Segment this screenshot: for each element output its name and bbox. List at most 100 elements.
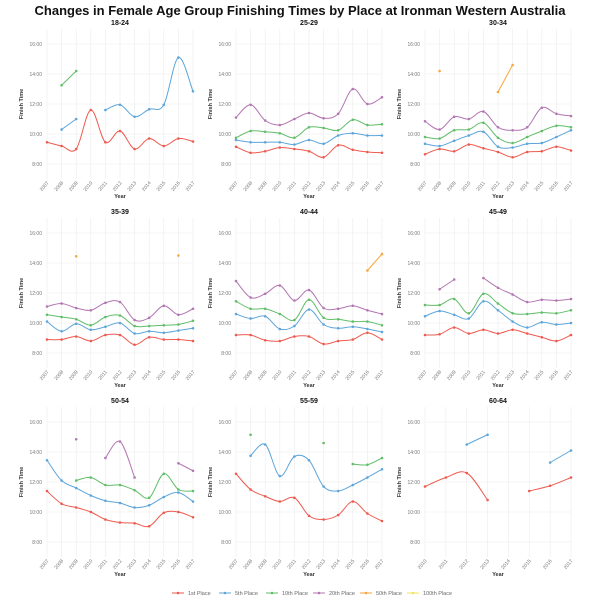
y-tick-label: 8:00 bbox=[221, 351, 231, 357]
legend-item: 100th Place bbox=[407, 591, 452, 597]
data-point bbox=[496, 145, 500, 149]
data-point bbox=[293, 455, 296, 458]
y-tick-label: 12:00 bbox=[407, 480, 420, 486]
data-point bbox=[177, 338, 180, 341]
data-point bbox=[104, 499, 107, 503]
data-point bbox=[525, 332, 529, 335]
data-point bbox=[104, 518, 107, 521]
x-tick-label: 2009 bbox=[257, 369, 269, 382]
data-point bbox=[511, 63, 514, 67]
data-point bbox=[133, 476, 136, 479]
data-point bbox=[249, 151, 252, 155]
x-tick-label: 2016 bbox=[542, 558, 554, 571]
data-point bbox=[540, 141, 544, 145]
data-point bbox=[307, 111, 311, 115]
data-point bbox=[525, 125, 529, 129]
data-point bbox=[540, 129, 544, 133]
data-point bbox=[74, 317, 78, 321]
x-tick-label: 2010 bbox=[272, 558, 284, 571]
data-point bbox=[380, 456, 384, 460]
legend-item: 10th Place bbox=[266, 591, 308, 597]
data-point bbox=[511, 146, 514, 149]
y-tick-label: 16:00 bbox=[29, 231, 42, 237]
data-point bbox=[263, 307, 267, 311]
data-point bbox=[74, 506, 78, 509]
y-tick-label: 8:00 bbox=[410, 162, 420, 168]
data-point bbox=[569, 297, 573, 301]
data-point bbox=[527, 489, 531, 493]
data-point bbox=[89, 510, 93, 514]
y-tick-label: 12:00 bbox=[218, 102, 231, 108]
data-point bbox=[438, 332, 441, 336]
x-axis-label: Year bbox=[492, 194, 504, 200]
data-point bbox=[438, 147, 441, 151]
legend-item: 50th Place bbox=[360, 591, 402, 597]
legend-item: 1st Place bbox=[172, 591, 211, 597]
x-tick-label: 2017 bbox=[374, 369, 386, 382]
data-point bbox=[555, 323, 558, 326]
legend-label: 5th Place bbox=[235, 591, 258, 597]
data-point bbox=[307, 335, 311, 338]
data-point bbox=[336, 128, 340, 132]
x-axis-label: Year bbox=[114, 383, 126, 389]
data-point bbox=[336, 513, 340, 517]
data-point bbox=[147, 324, 151, 328]
data-point bbox=[89, 328, 93, 332]
series-line-5th-place bbox=[549, 450, 572, 463]
legend-marker bbox=[176, 591, 180, 595]
data-point bbox=[191, 89, 195, 93]
x-tick-label: 2015 bbox=[345, 180, 357, 193]
x-tick-label: 2011 bbox=[286, 558, 298, 570]
x-tick-label: 2013 bbox=[479, 558, 491, 571]
x-tick-label: 2007 bbox=[39, 369, 51, 382]
panel-55-59: 55-59 8:00 10:00 12:00 14:00 16:00 2007 2008 200… bbox=[208, 398, 386, 578]
data-point bbox=[351, 325, 355, 329]
data-point bbox=[293, 143, 296, 146]
data-point bbox=[45, 458, 49, 462]
data-point bbox=[234, 333, 238, 337]
data-point bbox=[147, 137, 151, 140]
x-tick-label: 2010 bbox=[83, 558, 95, 571]
data-point bbox=[555, 339, 558, 343]
legend-label: 20th Place bbox=[329, 591, 355, 597]
data-point bbox=[467, 117, 471, 121]
x-axis-label: Year bbox=[114, 194, 126, 200]
legend-item: 5th Place bbox=[219, 591, 258, 597]
x-tick-label: 2017 bbox=[374, 558, 386, 571]
y-axis-label: Finish Time bbox=[208, 467, 214, 497]
panel-title: 50-54 bbox=[111, 398, 129, 405]
y-axis-label: Finish Time bbox=[397, 467, 403, 497]
x-tick-label: 2014 bbox=[519, 180, 531, 193]
data-point bbox=[104, 333, 107, 337]
data-point bbox=[60, 502, 63, 506]
x-tick-label: 2015 bbox=[534, 180, 546, 193]
series-line-20th-place bbox=[439, 279, 455, 290]
data-point bbox=[555, 145, 558, 149]
x-axis-label: Year bbox=[303, 572, 315, 578]
series-line-50th-place bbox=[367, 253, 383, 271]
x-tick-label: 2014 bbox=[330, 369, 342, 382]
panel-title: 35-39 bbox=[111, 209, 129, 216]
data-point bbox=[366, 269, 369, 272]
data-point bbox=[482, 146, 485, 150]
data-point bbox=[263, 443, 267, 446]
y-axis-label: Finish Time bbox=[397, 278, 403, 308]
data-point bbox=[555, 124, 558, 128]
data-point bbox=[278, 284, 282, 287]
data-point bbox=[482, 121, 485, 125]
data-point bbox=[322, 342, 325, 346]
panel-title: 40-44 bbox=[300, 209, 318, 216]
legend: 1st Place 5th Place 10th Place 20th Place 50… bbox=[172, 591, 452, 597]
data-point bbox=[60, 128, 63, 131]
panel-title: 18-24 bbox=[111, 20, 129, 27]
data-point bbox=[177, 510, 180, 514]
data-point bbox=[104, 140, 107, 144]
data-point bbox=[162, 511, 166, 515]
data-point bbox=[569, 449, 573, 452]
data-point bbox=[380, 323, 384, 327]
data-point bbox=[307, 308, 311, 311]
data-point bbox=[496, 136, 500, 140]
data-point bbox=[191, 307, 195, 311]
x-tick-label: 2012 bbox=[490, 180, 502, 193]
data-point bbox=[162, 323, 166, 327]
